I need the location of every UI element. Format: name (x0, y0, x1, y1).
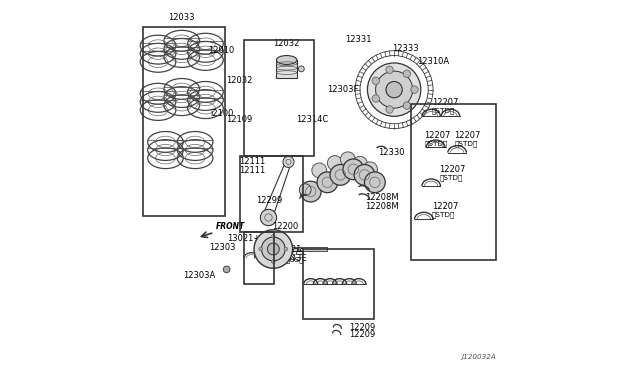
Circle shape (403, 70, 410, 77)
Text: 12333: 12333 (392, 44, 419, 53)
Circle shape (386, 106, 394, 113)
Text: 12310A: 12310A (417, 57, 449, 66)
Circle shape (300, 181, 321, 202)
Circle shape (262, 237, 285, 261)
Circle shape (386, 81, 403, 98)
Ellipse shape (276, 55, 297, 64)
Text: 12033: 12033 (168, 13, 195, 22)
Bar (244, 232, 274, 284)
Circle shape (343, 159, 364, 180)
Text: 12207: 12207 (432, 98, 458, 107)
Text: 12208M: 12208M (365, 202, 399, 211)
Bar (292, 247, 328, 251)
Text: 12111: 12111 (239, 157, 265, 166)
Circle shape (363, 162, 378, 177)
Circle shape (312, 163, 326, 178)
Text: 12331: 12331 (345, 35, 371, 44)
Text: 12207: 12207 (454, 131, 481, 141)
Circle shape (283, 156, 294, 167)
Bar (240, 156, 303, 232)
Text: 15043E: 15043E (275, 254, 307, 263)
Circle shape (364, 172, 385, 193)
Text: 12303: 12303 (209, 243, 236, 251)
Text: i2100: i2100 (211, 109, 234, 118)
Text: 12207: 12207 (424, 131, 451, 141)
Bar (143, 27, 225, 216)
Text: 12200: 12200 (272, 222, 298, 231)
Text: 〈STD〉: 〈STD〉 (432, 211, 455, 218)
Circle shape (411, 86, 418, 93)
Text: 12032: 12032 (226, 76, 253, 85)
Text: 12299: 12299 (256, 196, 282, 205)
Circle shape (328, 155, 342, 170)
Text: 12330: 12330 (378, 148, 405, 157)
Bar (244, 39, 314, 156)
Text: 〈STD〉: 〈STD〉 (454, 141, 477, 147)
Bar (411, 105, 496, 260)
Circle shape (268, 243, 279, 255)
Circle shape (372, 77, 380, 84)
Circle shape (317, 172, 338, 193)
Circle shape (259, 247, 262, 251)
Circle shape (260, 209, 276, 226)
Text: 12207S: 12207S (273, 248, 305, 257)
Circle shape (300, 184, 311, 196)
Circle shape (254, 230, 292, 268)
Text: 12109: 12109 (227, 115, 253, 124)
Text: 12207: 12207 (439, 165, 466, 174)
Circle shape (284, 247, 288, 251)
Circle shape (354, 164, 375, 185)
Circle shape (340, 152, 355, 167)
Text: 12209: 12209 (349, 323, 375, 332)
Text: 〈STD〉: 〈STD〉 (432, 108, 455, 114)
Text: 12032: 12032 (273, 39, 300, 48)
Circle shape (271, 235, 275, 238)
Text: 〈STD〉: 〈STD〉 (424, 141, 448, 147)
Text: 12111: 12111 (239, 166, 265, 174)
Circle shape (271, 260, 275, 263)
Circle shape (298, 66, 304, 72)
Text: 12207: 12207 (432, 202, 458, 211)
Text: 12303A: 12303A (183, 271, 216, 280)
Circle shape (376, 71, 413, 108)
Text: 12314C: 12314C (296, 115, 328, 124)
Circle shape (223, 266, 230, 273)
Circle shape (353, 156, 367, 171)
Text: 12209: 12209 (349, 330, 375, 340)
Circle shape (386, 66, 394, 74)
Text: 13021+A: 13021+A (227, 234, 266, 243)
Circle shape (372, 95, 380, 102)
Text: J120032A: J120032A (461, 354, 496, 360)
Circle shape (367, 63, 421, 116)
Text: 13021: 13021 (275, 245, 301, 254)
Text: FRONT: FRONT (216, 222, 246, 231)
Bar (276, 60, 297, 78)
Text: 12010: 12010 (208, 46, 234, 55)
Text: 〈STD〉: 〈STD〉 (439, 174, 463, 181)
Text: 〈US〉: 〈US〉 (286, 257, 305, 263)
Circle shape (403, 102, 410, 109)
Text: 12208M: 12208M (365, 193, 399, 202)
Bar (303, 249, 374, 320)
Text: 12303F: 12303F (328, 85, 359, 94)
Circle shape (330, 164, 351, 185)
